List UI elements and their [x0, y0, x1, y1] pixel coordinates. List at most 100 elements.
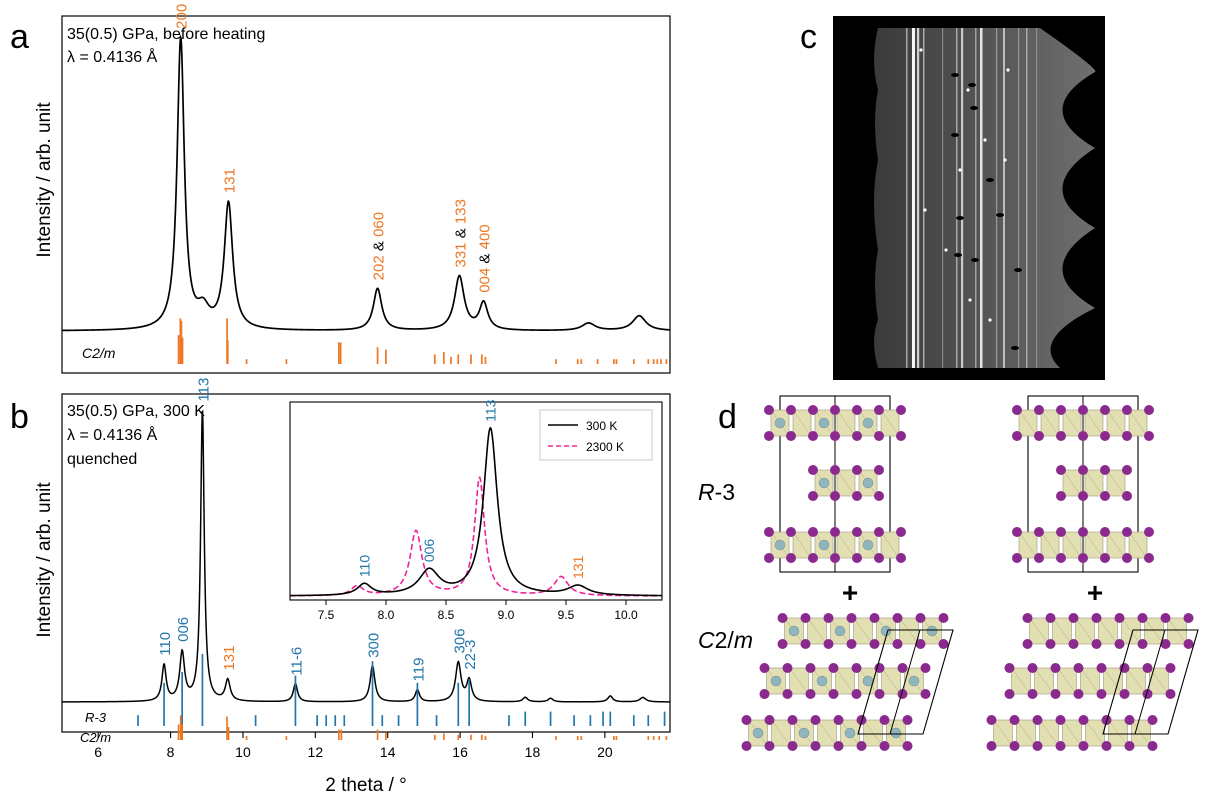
- peak-label-a: 004 & 400: [477, 224, 494, 292]
- x-tick-label: 6: [94, 744, 102, 760]
- iodine-atom: [1122, 405, 1132, 415]
- octahedron-edge: [807, 617, 827, 645]
- iodine-atom: [1160, 639, 1171, 649]
- dark-spot: [971, 258, 979, 262]
- panel-c-diffraction-image: [833, 16, 1105, 380]
- peak-label-a-part: &: [477, 249, 494, 263]
- unit-cell-line: [1134, 629, 1166, 735]
- iodine-atom: [1056, 553, 1066, 563]
- iodine-atom: [938, 639, 949, 649]
- panel-c-detector-area: [874, 28, 1096, 368]
- panel-d-phase1-label: R-3: [698, 479, 735, 505]
- iodine-atom: [1091, 639, 1102, 649]
- iodine-atom: [1078, 431, 1088, 441]
- inset-peak-label: 113: [482, 399, 498, 422]
- octahedron-edge: [1075, 617, 1095, 645]
- iodine-atom: [808, 527, 818, 537]
- peak-label-a-part: 331: [452, 238, 469, 267]
- dark-spot: [951, 133, 959, 137]
- peak-label-a-part: 060: [371, 212, 388, 237]
- iodine-atom: [1160, 613, 1171, 623]
- iodine-atom: [851, 689, 862, 699]
- peak-label-b: 006: [175, 617, 192, 642]
- iodine-atom: [1045, 639, 1056, 649]
- diffraction-streak: [942, 28, 944, 368]
- unit-cell-line: [889, 629, 921, 735]
- octahedron-edge: [817, 719, 837, 747]
- panel-b-text-line3: quenched: [67, 451, 137, 468]
- inset-2300k-line: [289, 476, 662, 597]
- peak-label-a: 200 & 002: [174, 0, 191, 29]
- octahedron-edge: [1039, 719, 1059, 747]
- iodine-atom: [1165, 689, 1176, 699]
- diffraction-streak: [923, 28, 925, 368]
- bright-spot: [966, 88, 970, 92]
- peak-label-b: 119: [410, 658, 427, 682]
- metal-atom: [908, 675, 920, 687]
- iodine-atom: [869, 613, 880, 623]
- metal-atom: [818, 417, 830, 429]
- inset-peak-label: 006: [421, 539, 437, 563]
- iodine-atom: [764, 553, 774, 563]
- iodine-atom: [874, 527, 884, 537]
- iodine-atom: [852, 553, 862, 563]
- iodine-atom: [786, 405, 796, 415]
- metal-atom: [774, 539, 786, 551]
- octahedron-edge: [1128, 409, 1148, 437]
- octahedron-edge: [1018, 409, 1038, 437]
- panel-b-frame: [61, 393, 671, 733]
- iodine-atom: [1096, 689, 1107, 699]
- metal-atom: [862, 417, 874, 429]
- x-tick-label: 8: [167, 744, 175, 760]
- octahedron-edge: [1057, 667, 1077, 695]
- iodine-atom: [764, 741, 775, 751]
- diffraction-streak: [961, 28, 964, 368]
- iodine-atom: [1032, 741, 1043, 751]
- iodine-atom: [920, 663, 931, 673]
- iodine-atom: [1101, 741, 1112, 751]
- iodine-atom: [902, 741, 913, 751]
- peak-label-a: 131: [221, 168, 238, 193]
- iodine-atom: [1004, 689, 1015, 699]
- iodine-atom: [759, 689, 770, 699]
- iodine-atom: [1137, 613, 1148, 623]
- metal-atom: [844, 727, 856, 739]
- octahedron-edge: [1062, 719, 1082, 747]
- iodine-atom: [800, 613, 811, 623]
- iodine-atom: [759, 663, 770, 673]
- dark-spot: [1014, 268, 1022, 272]
- iodine-atom: [1124, 715, 1135, 725]
- peak-label-b: 11-6: [288, 647, 305, 676]
- iodine-atom: [828, 663, 839, 673]
- iodine-atom: [1027, 663, 1038, 673]
- iodine-atom: [1142, 663, 1153, 673]
- iodine-atom: [1100, 465, 1110, 475]
- iodine-atom: [1100, 553, 1110, 563]
- iodine-atom: [938, 613, 949, 623]
- iodine-atom: [1034, 527, 1044, 537]
- octahedron-edge: [1106, 469, 1126, 497]
- bright-spot: [968, 298, 972, 302]
- iodine-atom: [1012, 431, 1022, 441]
- iodine-atom: [1073, 689, 1084, 699]
- octahedron-edge: [853, 617, 873, 645]
- iodine-atom: [741, 715, 752, 725]
- panel-b-text-line1: 35(0.5) GPa, 300 K: [67, 403, 205, 420]
- iodine-atom: [830, 491, 840, 501]
- octahedron-edge: [1034, 667, 1054, 695]
- iodine-atom: [786, 553, 796, 563]
- octahedron-edge: [792, 409, 812, 437]
- octahedron-edge: [899, 617, 919, 645]
- dark-spot: [1011, 346, 1019, 350]
- phase2-italic-c: C: [698, 627, 715, 653]
- panel-a-text-line1: 35(0.5) GPa, before heating: [67, 26, 265, 43]
- metal-atom: [788, 625, 800, 637]
- x-tick-label: 20: [597, 744, 613, 760]
- iodine-atom: [852, 527, 862, 537]
- diffraction-streak: [996, 28, 998, 368]
- peak-label-a-part: 004: [477, 264, 494, 293]
- inset-peak-label: 131: [570, 555, 586, 579]
- panel-a-frame: [61, 15, 671, 374]
- iodine-atom: [808, 431, 818, 441]
